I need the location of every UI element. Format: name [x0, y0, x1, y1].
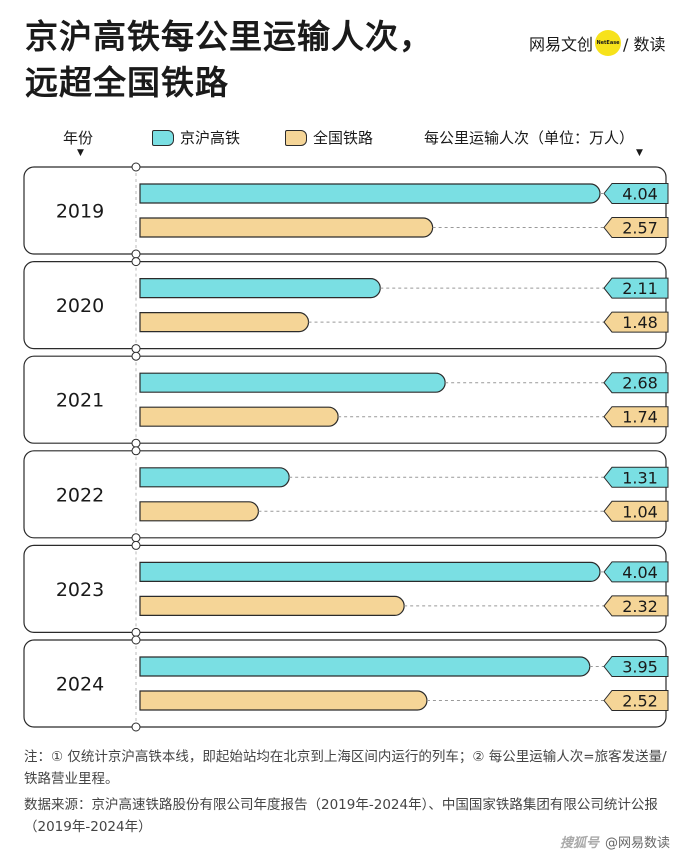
- year-label-2022: 2022: [56, 484, 104, 506]
- panel-2021: [23, 355, 667, 444]
- panel-notch: [131, 627, 141, 637]
- value-tag-2019-series1: [603, 183, 669, 204]
- title-line-2: 远超全国铁路: [25, 63, 229, 102]
- bar-2021-series1: [139, 372, 446, 393]
- bar-2022-series2: [139, 501, 260, 522]
- panel-notch: [131, 438, 141, 448]
- chart-title: 京沪高铁每公里运输人次， 远超全国铁路: [25, 14, 433, 106]
- bar-2021-series2: [139, 406, 339, 427]
- brand-left: 网易文创: [529, 35, 594, 54]
- brand-dot: NetEase: [595, 30, 622, 56]
- panel-notch: [131, 351, 141, 361]
- panel-notch: [131, 540, 141, 550]
- value-tag-2023-series2: [603, 595, 669, 617]
- year-label-2019: 2019: [56, 201, 104, 223]
- value-label-2021-series2: 1.74: [622, 408, 658, 427]
- value-tag-2020-series1: [603, 277, 669, 299]
- value-label-2024-series2: 2.52: [622, 692, 658, 711]
- legend-value-header: 每公里运输人次（单位：万人）: [424, 129, 635, 147]
- bar-2020-series1: [139, 278, 381, 299]
- value-tag-2020-series2: [603, 311, 669, 333]
- value-tag-2023-series1: [603, 561, 669, 583]
- legend: 年份 ▼ 京沪高铁 全国铁路 每公里运输人次（单位：万人） ▼: [0, 127, 690, 158]
- bar-2019-series1: [139, 183, 601, 204]
- bar-2023-series1: [139, 561, 601, 582]
- value-tag-2021-series1: [603, 372, 669, 394]
- series1-swatch: [152, 129, 174, 146]
- value-label-2023-series1: 4.04: [622, 563, 658, 582]
- brand-right: / 数读: [623, 35, 666, 54]
- bar-2024-series1: [139, 656, 591, 677]
- panel-2024: [23, 639, 667, 728]
- panel-notch: [131, 533, 141, 543]
- panel-notch: [131, 635, 141, 645]
- footnote: 注：① 仅统计京沪高铁本线，即起始站均在北京到上海区间内运行的列车；② 每公里运…: [24, 749, 667, 787]
- bar-2019-series2: [139, 217, 434, 238]
- panel-notch: [131, 446, 141, 456]
- year-label-2024: 2024: [56, 674, 104, 696]
- value-label-2019-series1: 4.04: [622, 185, 658, 204]
- value-label-2022-series1: 1.31: [622, 468, 658, 487]
- value-label-2020-series1: 2.11: [622, 279, 658, 298]
- value-tag-2024-series1: [603, 656, 669, 677]
- year-label-2020: 2020: [56, 295, 104, 317]
- panel-2020: [23, 261, 667, 350]
- notes: 注：① 仅统计京沪高铁本线，即起始站均在北京到上海区间内运行的列车；② 每公里运…: [24, 746, 674, 842]
- value-tag-2019-series2: [603, 217, 669, 238]
- value-tag-2022-series2: [603, 500, 669, 522]
- year-arrow-icon: ▼: [77, 148, 84, 158]
- bar-2023-series2: [139, 595, 405, 616]
- series2-swatch: [285, 129, 307, 146]
- value-label-2022-series2: 1.04: [622, 502, 658, 521]
- value-arrow-icon: ▼: [636, 148, 643, 158]
- value-label-2021-series1: 2.68: [622, 374, 658, 393]
- bar-2024-series2: [139, 690, 428, 711]
- panel-2022: [23, 450, 667, 539]
- panel-notch: [131, 344, 141, 354]
- bar-2020-series2: [139, 312, 310, 333]
- value-label-2019-series2: 2.57: [622, 219, 658, 238]
- value-label-2023-series2: 2.32: [622, 597, 658, 616]
- panel-2019: [23, 166, 667, 255]
- legend-year-header: 年份: [63, 129, 94, 147]
- year-label-2021: 2021: [56, 390, 104, 412]
- value-label-2024-series1: 3.95: [622, 658, 658, 677]
- data-source: 数据来源：京沪高速铁路股份有限公司年度报告（2019年-2024年）、中国国家铁…: [24, 797, 658, 835]
- title-line-1: 京沪高铁每公里运输人次，: [25, 17, 433, 56]
- year-label-2023: 2023: [56, 579, 104, 601]
- panel-notch: [131, 162, 141, 172]
- value-label-2020-series2: 1.48: [622, 313, 658, 332]
- panel-notch: [131, 257, 141, 267]
- panel-notch: [131, 249, 141, 259]
- brand-logo: 网易文创 NetEase / 数读: [529, 30, 666, 56]
- panel-notch: [131, 722, 141, 732]
- value-tag-2021-series2: [603, 406, 669, 428]
- watermark: 搜狐号 @网易数读: [559, 836, 670, 851]
- panel-2023: [23, 544, 667, 634]
- value-tag-2022-series1: [603, 466, 669, 488]
- bar-2022-series1: [139, 467, 290, 488]
- legend-series1: 京沪高铁: [152, 127, 240, 148]
- value-tag-2024-series2: [603, 690, 669, 711]
- legend-series2: 全国铁路: [285, 127, 373, 148]
